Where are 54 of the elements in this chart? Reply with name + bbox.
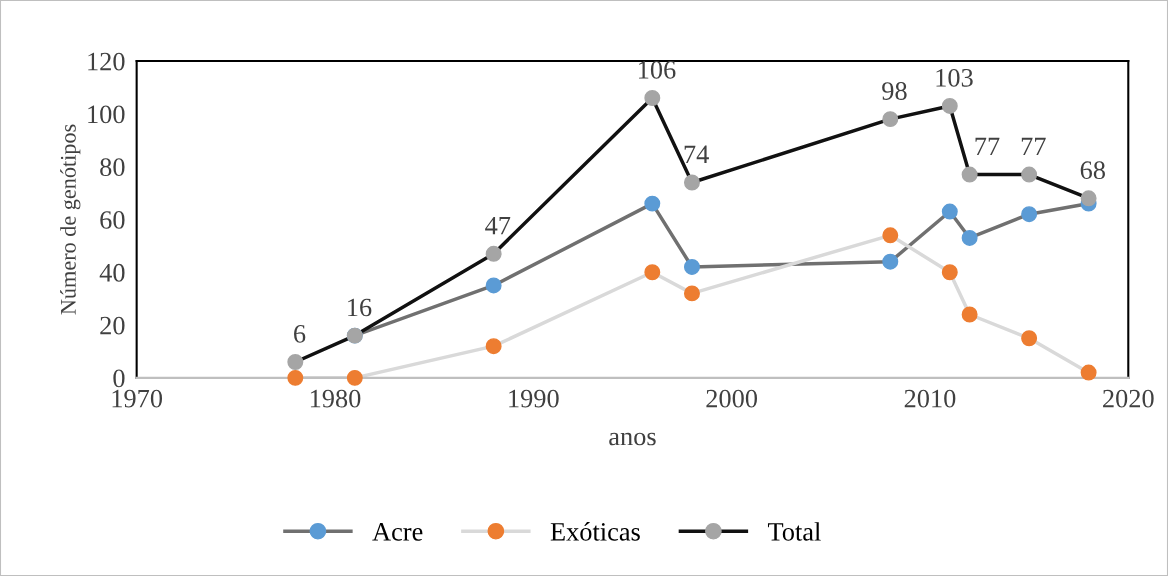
y-tick-label: 0 [113, 369, 125, 388]
point [683, 258, 700, 275]
point [882, 111, 899, 128]
point [961, 306, 978, 323]
y-tick-label: 60 [100, 211, 125, 229]
data-label: 77 [975, 137, 1000, 156]
y-tick-label: 80 [100, 158, 125, 177]
x-tick-label: 2000 [706, 389, 758, 408]
y-tick-label: 100 [88, 105, 125, 124]
point [882, 227, 899, 244]
data-label: 6 [294, 325, 306, 343]
point [644, 90, 661, 106]
point [287, 354, 304, 370]
point [1021, 166, 1038, 183]
point [485, 245, 502, 262]
point [485, 338, 502, 355]
data-label: 98 [882, 82, 907, 100]
x-tick-label: 1980 [310, 389, 361, 408]
point [941, 264, 958, 281]
legend-label: Total [767, 522, 821, 541]
y-axis-title: Número de genótipos [60, 124, 81, 315]
point [1021, 330, 1038, 347]
point [941, 97, 958, 114]
x-tick-label: 2020 [1103, 389, 1154, 408]
data-label: 16 [348, 298, 372, 317]
point [683, 285, 700, 302]
data-label: 47 [485, 216, 511, 235]
point [1080, 364, 1097, 381]
point [1080, 190, 1097, 207]
data-label: 106 [639, 60, 676, 79]
point [961, 229, 978, 246]
point [882, 253, 899, 270]
point [961, 166, 978, 183]
point [644, 195, 661, 212]
x-axis-title: anos [609, 432, 656, 446]
point [346, 369, 363, 386]
x-tick-label: 2010 [904, 389, 956, 408]
y-tick-label: 120 [88, 52, 125, 71]
data-label: 103 [936, 68, 973, 87]
x-tick-label: 1970 [112, 389, 163, 408]
legend-label: Exóticas [550, 522, 640, 541]
point [941, 203, 958, 220]
data-label: 77 [1021, 137, 1046, 156]
point [485, 277, 502, 294]
legend-label: Acre [372, 523, 423, 541]
x-tick-label: 1990 [509, 389, 559, 408]
data-label: 74 [684, 145, 709, 163]
data-label: 68 [1080, 161, 1105, 180]
point [287, 369, 304, 386]
point [644, 264, 661, 281]
point [683, 174, 700, 191]
point [1021, 206, 1038, 223]
y-tick-label: 20 [100, 316, 125, 335]
y-tick-label: 40 [99, 263, 125, 282]
